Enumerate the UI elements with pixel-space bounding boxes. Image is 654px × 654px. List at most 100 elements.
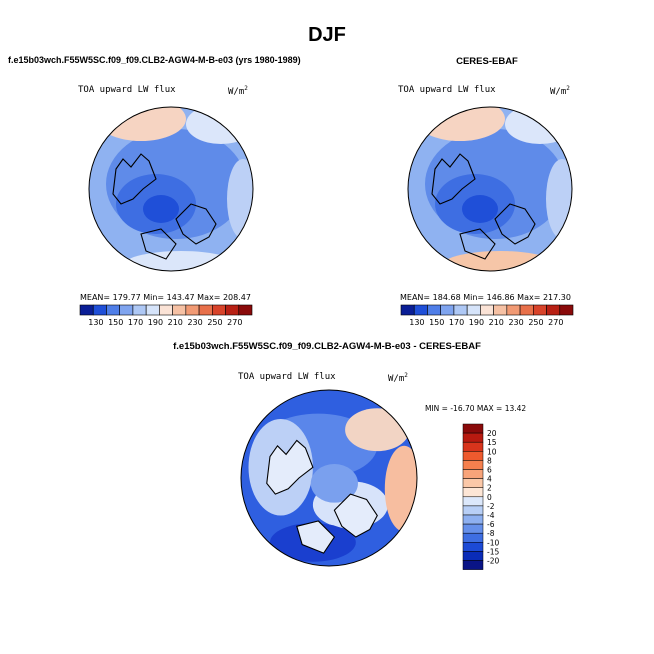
colorbar-swatch	[145, 304, 160, 316]
colorbar-swatch	[533, 304, 547, 316]
obs-units-label: W/m2	[550, 85, 570, 97]
obs-stats: MEAN= 184.68 Min= 146.86 Max= 217.30	[400, 293, 571, 302]
colorbar-tick-label: 8	[487, 456, 492, 465]
colorbar-tick-label: 10	[487, 447, 497, 456]
colorbar-swatch	[106, 304, 120, 316]
colorbar-swatch	[480, 304, 494, 316]
colorbar-tick-label: 230	[187, 318, 202, 327]
map-boundary	[407, 106, 573, 272]
colorbar-swatch	[466, 304, 481, 316]
colorbar-tick-label: 230	[508, 318, 523, 327]
colorbar-tick-label: -15	[487, 547, 499, 556]
field-contour	[440, 251, 560, 271]
colorbar-tick-label: -10	[487, 538, 499, 547]
coastline	[112, 153, 157, 205]
colorbar-swatch	[462, 523, 484, 534]
coastline	[494, 203, 536, 245]
colorbar-tick-label: 130	[409, 318, 424, 327]
colorbar-swatch	[462, 560, 484, 570]
colorbar-swatch	[462, 460, 484, 470]
colorbar-swatch	[172, 304, 187, 316]
colorbar-swatch	[400, 304, 415, 316]
colorbar-tick-label: 270	[227, 318, 242, 327]
obs-colorbar: 130 150 170 190 210 230 250 270	[400, 304, 574, 327]
field-contour	[384, 445, 417, 532]
colorbar-tick-label: 170	[449, 318, 464, 327]
field-contour	[546, 159, 572, 239]
colorbar-tick-label: 250	[207, 318, 222, 327]
diff-variable-label: TOA upward LW flux	[238, 372, 336, 382]
coastline	[175, 203, 217, 245]
colorbar-tick-label: 4	[487, 475, 492, 484]
colorbar-tick-label: 20	[487, 429, 497, 438]
colorbar-swatch	[506, 304, 521, 316]
colorbar-tick-label: 170	[128, 318, 143, 327]
field-contour	[143, 195, 179, 223]
colorbar-swatch	[198, 304, 213, 316]
colorbar-tick-label: 210	[489, 318, 504, 327]
colorbar-swatch	[212, 304, 226, 316]
model-units-label: W/m2	[228, 85, 248, 97]
colorbar-swatch	[225, 304, 240, 316]
colorbar-swatch	[185, 304, 200, 316]
field-layer	[408, 107, 572, 271]
colorbar-swatch	[559, 304, 574, 316]
colorbar-swatch	[462, 505, 484, 516]
colorbar-swatch	[462, 469, 484, 479]
diff-map	[240, 389, 418, 567]
colorbar-swatch	[119, 304, 134, 316]
colorbar-swatch	[493, 304, 508, 316]
field-layer	[241, 390, 417, 566]
colorbar-swatch	[427, 304, 441, 316]
colorbar-tick-label: -6	[487, 520, 495, 529]
field-contour	[345, 408, 410, 452]
colorbar-swatch	[546, 304, 561, 316]
colorbar-tick-label: 130	[88, 318, 103, 327]
colorbar-swatch	[519, 304, 534, 316]
colorbar-swatch	[440, 304, 455, 316]
colorbar-swatch	[462, 423, 484, 434]
colorbar-swatch	[462, 532, 484, 543]
colorbar-swatch	[413, 304, 428, 316]
obs-variable-label: TOA upward LW flux	[398, 85, 496, 95]
coastline	[296, 520, 336, 554]
colorbar-swatch	[92, 304, 107, 316]
coastline	[266, 439, 314, 495]
model-map	[88, 106, 254, 272]
colorbar-tick-label: 270	[548, 318, 563, 327]
colorbar-swatch	[462, 478, 484, 488]
map-boundary	[88, 106, 254, 272]
field-contour	[227, 159, 253, 239]
model-stats: MEAN= 179.77 Min= 143.47 Max= 208.47	[80, 293, 251, 302]
coastline	[140, 228, 177, 260]
colorbar-swatch	[462, 432, 484, 443]
colorbar-tick-label: 210	[168, 318, 183, 327]
colorbar-tick-label: -8	[487, 529, 495, 538]
coastline	[459, 228, 496, 260]
colorbar-swatch	[462, 514, 484, 525]
colorbar-tick-label: -2	[487, 502, 495, 511]
colorbar-tick-label: 2	[487, 484, 492, 493]
colorbar-tick-label: -4	[487, 511, 495, 520]
colorbar-swatch	[462, 551, 484, 561]
field-contour	[310, 464, 358, 503]
field-contour	[462, 195, 498, 223]
coastline	[333, 493, 378, 538]
colorbar-swatch	[462, 487, 484, 498]
colorbar-swatch	[132, 304, 147, 316]
colorbar-tick-label: 190	[148, 318, 163, 327]
colorbar-swatch	[79, 304, 94, 316]
map-boundary	[240, 389, 418, 567]
obs-map	[407, 106, 573, 272]
colorbar-tick-label: 150	[429, 318, 444, 327]
season-title: DJF	[308, 24, 346, 46]
colorbar-tick-label: 0	[487, 493, 492, 502]
colorbar-tick-label: 6	[487, 466, 492, 475]
colorbar-tick-label: 250	[528, 318, 543, 327]
model-colorbar: 130 150 170 190 210 230 250 270	[79, 304, 253, 327]
colorbar-swatch	[453, 304, 468, 316]
model-panel-title: f.e15b03wch.F55W5SC.f09_f09.CLB2-AGW4-M-…	[8, 55, 301, 65]
